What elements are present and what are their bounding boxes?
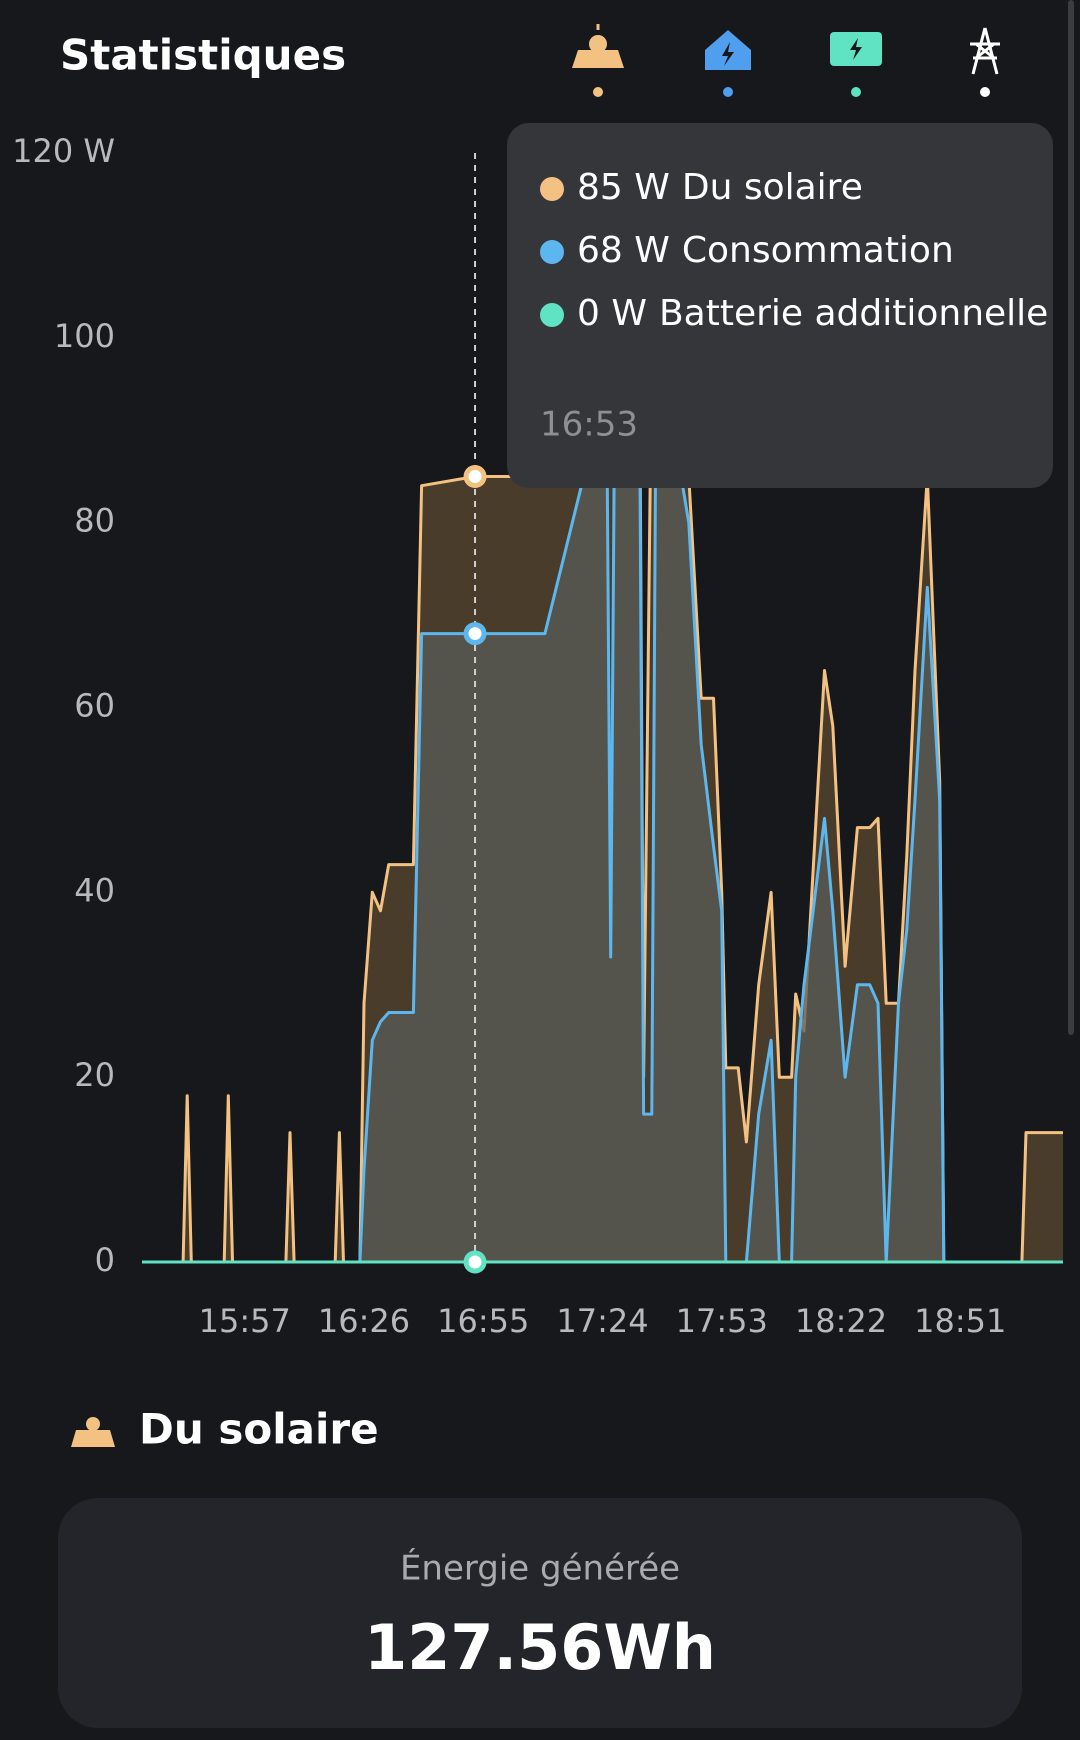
tooltip-name: Consommation xyxy=(682,230,954,271)
tooltip-item: 68 W Consommation xyxy=(577,230,954,271)
grid-tab[interactable] xyxy=(970,27,1000,97)
tooltip-name: Batterie additionnelle xyxy=(659,293,1048,334)
energy-card xyxy=(58,1498,1022,1728)
y-tick-label: 100 xyxy=(54,317,115,355)
tooltip-value: 0 W xyxy=(577,293,647,334)
x-tick-label: 17:53 xyxy=(676,1302,768,1340)
x-tick-label: 18:22 xyxy=(795,1302,887,1340)
y-tick-label: 0 xyxy=(95,1241,115,1279)
tooltip-dot xyxy=(540,177,564,201)
y-tick-label: 20 xyxy=(74,1056,115,1094)
tooltip-value: 85 W xyxy=(577,167,670,208)
y-tick-label: 60 xyxy=(74,687,115,725)
tooltip-dot xyxy=(540,240,564,264)
section-title: Du solaire xyxy=(139,1405,379,1454)
tooltip: 16:53 85 W Du solaire 68 W Consommation 0 W B… xyxy=(507,123,1053,488)
card-label: Énergie générée xyxy=(400,1548,680,1589)
y-tick-label: 40 xyxy=(74,871,115,909)
y-tick-label: 80 xyxy=(74,502,115,540)
y-tick-label: 120 W xyxy=(12,132,115,170)
page-title: Statistiques xyxy=(60,31,346,80)
solar-tab[interactable] xyxy=(572,24,624,97)
tooltip-dot xyxy=(540,303,564,327)
tooltip-item: 0 W Batterie additionnelle xyxy=(577,293,1048,334)
x-tick-label: 16:55 xyxy=(437,1302,529,1340)
x-tick-label: 17:24 xyxy=(556,1302,648,1340)
x-tick-label: 16:26 xyxy=(318,1302,410,1340)
tooltip-box xyxy=(507,123,1053,488)
tooltip-time: 16:53 xyxy=(540,405,638,445)
scrollbar xyxy=(1068,0,1074,1035)
plot: 0 20 40 60 80 100 120 W 15:57 16:26 16:55 17:24 17:… xyxy=(12,132,1063,1340)
hover-marker xyxy=(463,1250,487,1274)
card-value: 127.56Wh xyxy=(364,1611,716,1684)
home-tab[interactable] xyxy=(705,30,751,97)
section-icon xyxy=(71,1417,115,1447)
tooltip-item: 85 W Du solaire xyxy=(577,167,863,208)
x-tick-label: 18:51 xyxy=(914,1302,1006,1340)
battery-tab[interactable] xyxy=(830,32,882,97)
hover-marker xyxy=(463,622,487,646)
x-tick-label: 15:57 xyxy=(199,1302,291,1340)
tooltip-name: Du solaire xyxy=(682,167,863,208)
hover-marker xyxy=(463,464,487,488)
tooltip-value: 68 W xyxy=(577,230,670,271)
